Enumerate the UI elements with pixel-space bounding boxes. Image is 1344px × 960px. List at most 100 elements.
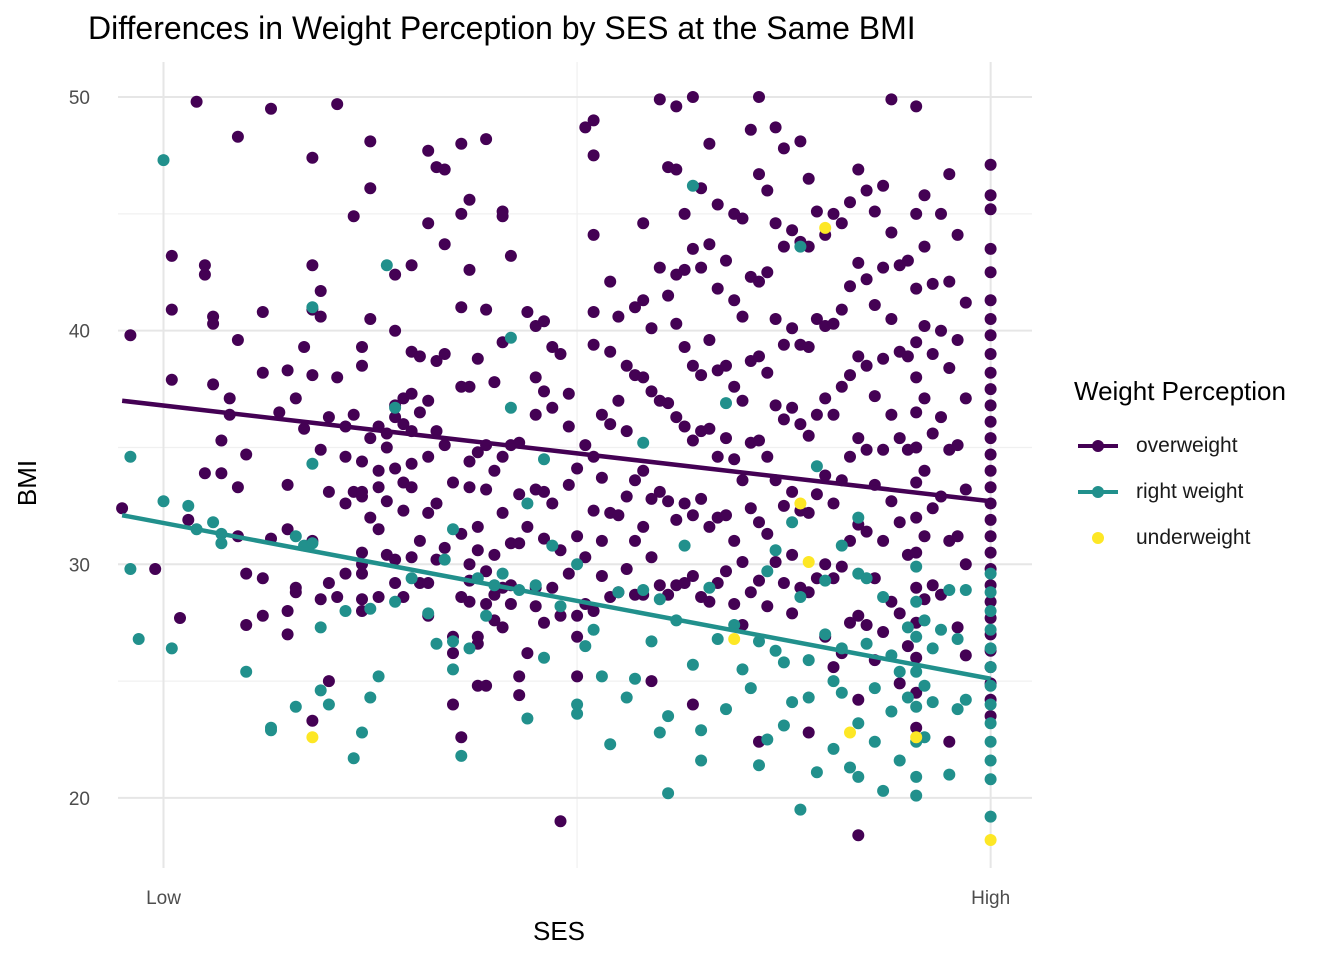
point-overweight (910, 581, 923, 594)
point-overweight (686, 91, 699, 103)
point-underweight (802, 556, 815, 568)
point-overweight (364, 432, 377, 445)
point-overweight (215, 467, 228, 480)
point-overweight (984, 513, 997, 526)
point-overweight (786, 607, 799, 620)
point-overweight (422, 506, 435, 519)
point-overweight (810, 313, 823, 325)
point-overweight (810, 408, 823, 421)
point-overweight (331, 591, 344, 603)
point-overweight (165, 249, 178, 262)
point-overweight (372, 464, 385, 477)
point-overweight (629, 301, 641, 314)
point-overweight (959, 558, 972, 571)
point-overweight (951, 334, 964, 346)
point-overweight (728, 598, 741, 610)
point-overweight (587, 605, 600, 617)
point-overweight (513, 488, 526, 501)
point-overweight (612, 310, 625, 323)
point-overweight (430, 553, 443, 566)
point-right-weight (910, 560, 923, 573)
point-overweight (868, 390, 881, 403)
point-overweight (720, 254, 732, 267)
point-right-weight (777, 656, 790, 669)
point-right-weight (926, 642, 939, 655)
point-overweight (637, 520, 650, 533)
point-overweight (471, 679, 484, 692)
point-overweight (629, 534, 641, 547)
x-tick-label: Low (146, 888, 181, 909)
point-overweight (496, 450, 509, 463)
point-overweight (322, 675, 335, 688)
point-overweight (389, 324, 402, 337)
point-overweight (281, 364, 294, 377)
point-overweight (678, 341, 691, 353)
point-overweight (471, 630, 484, 643)
point-overweight (513, 689, 526, 702)
point-overweight (686, 570, 699, 582)
point-overweight (604, 418, 617, 431)
point-overweight (620, 359, 633, 372)
point-overweight (538, 485, 550, 498)
point-overweight (637, 294, 650, 307)
point-overweight (984, 329, 997, 342)
point-overweight (769, 313, 782, 325)
point-right-weight (455, 749, 468, 762)
point-overweight (910, 476, 923, 489)
point-overweight (223, 392, 236, 405)
point-overweight (984, 189, 997, 202)
point-overweight (711, 198, 724, 211)
point-overweight (695, 492, 708, 505)
point-overweight (753, 434, 765, 447)
point-overweight (901, 254, 914, 267)
point-overweight (951, 228, 964, 241)
point-overweight (314, 310, 327, 323)
point-right-weight (720, 397, 732, 410)
point-overweight (463, 380, 476, 393)
y-tick-label: 50 (69, 88, 90, 109)
point-overweight (761, 366, 774, 379)
point-overweight (761, 600, 774, 613)
point-overweight (943, 362, 956, 374)
point-right-weight (769, 544, 782, 557)
point-overweight (852, 163, 865, 176)
point-overweight (670, 163, 683, 176)
point-overweight (595, 534, 608, 547)
point-overweight (231, 481, 244, 494)
point-overweight (207, 317, 220, 330)
point-underweight (819, 221, 832, 234)
legend-key-right-weight (1078, 486, 1118, 498)
point-overweight (504, 537, 517, 550)
point-right-weight (405, 572, 418, 585)
point-overweight (480, 679, 493, 692)
point-overweight (413, 534, 426, 547)
point-overweight (959, 649, 972, 662)
legend-label: underweight (1136, 526, 1251, 549)
point-overweight (471, 352, 484, 365)
point-overweight (116, 502, 129, 515)
chart-title: Differences in Weight Perception by SES … (88, 10, 916, 46)
point-overweight (521, 520, 534, 533)
point-overweight (885, 93, 898, 106)
point-right-weight (653, 593, 666, 606)
point-overweight (438, 439, 451, 452)
point-overweight (455, 301, 468, 314)
legend: Weight Perception overweight right weigh… (1074, 376, 1286, 561)
point-overweight (438, 541, 451, 554)
point-overweight (389, 577, 402, 589)
point-overweight (165, 373, 178, 386)
legend-item-underweight: underweight (1074, 515, 1286, 561)
point-overweight (546, 401, 559, 414)
point-right-weight (339, 605, 352, 617)
point-overweight (447, 476, 459, 489)
point-right-weight (885, 705, 898, 718)
point-overweight (918, 464, 931, 477)
point-overweight (322, 577, 335, 589)
point-right-weight (877, 784, 890, 797)
point-overweight (182, 513, 195, 526)
point-overweight (339, 450, 352, 463)
point-right-weight (984, 661, 997, 674)
point-right-weight (761, 733, 774, 746)
point-overweight (753, 350, 765, 363)
point-overweight (794, 418, 807, 431)
